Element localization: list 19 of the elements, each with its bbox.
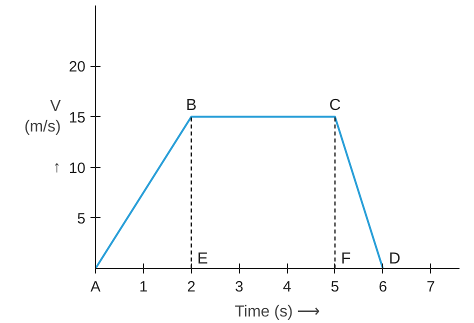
y-tick-label: 15	[68, 109, 86, 126]
annotation: D	[388, 250, 400, 268]
x-tick-label: 1	[139, 278, 148, 296]
annotation: C	[329, 96, 341, 114]
annotation: E	[197, 250, 208, 268]
text: V (m/s) ↑	[24, 98, 61, 176]
x-tick-label: 4	[282, 278, 292, 296]
y-tick-label: 20	[68, 58, 86, 76]
annotation: F	[340, 250, 351, 268]
x-tick-label: A	[90, 278, 101, 296]
x-tick-label: 3	[235, 278, 244, 296]
y-tick-label: 10	[68, 160, 86, 177]
x-tick-label: 5	[330, 278, 340, 296]
y-tick-label: 5	[77, 210, 86, 228]
x-tick-label: 2	[187, 278, 196, 296]
annotation: B	[186, 96, 197, 114]
x-tick-label: 7	[426, 278, 435, 296]
x-tick-label: 6	[378, 278, 388, 296]
x-axis-title: Time (s) ⟶	[234, 304, 320, 320]
